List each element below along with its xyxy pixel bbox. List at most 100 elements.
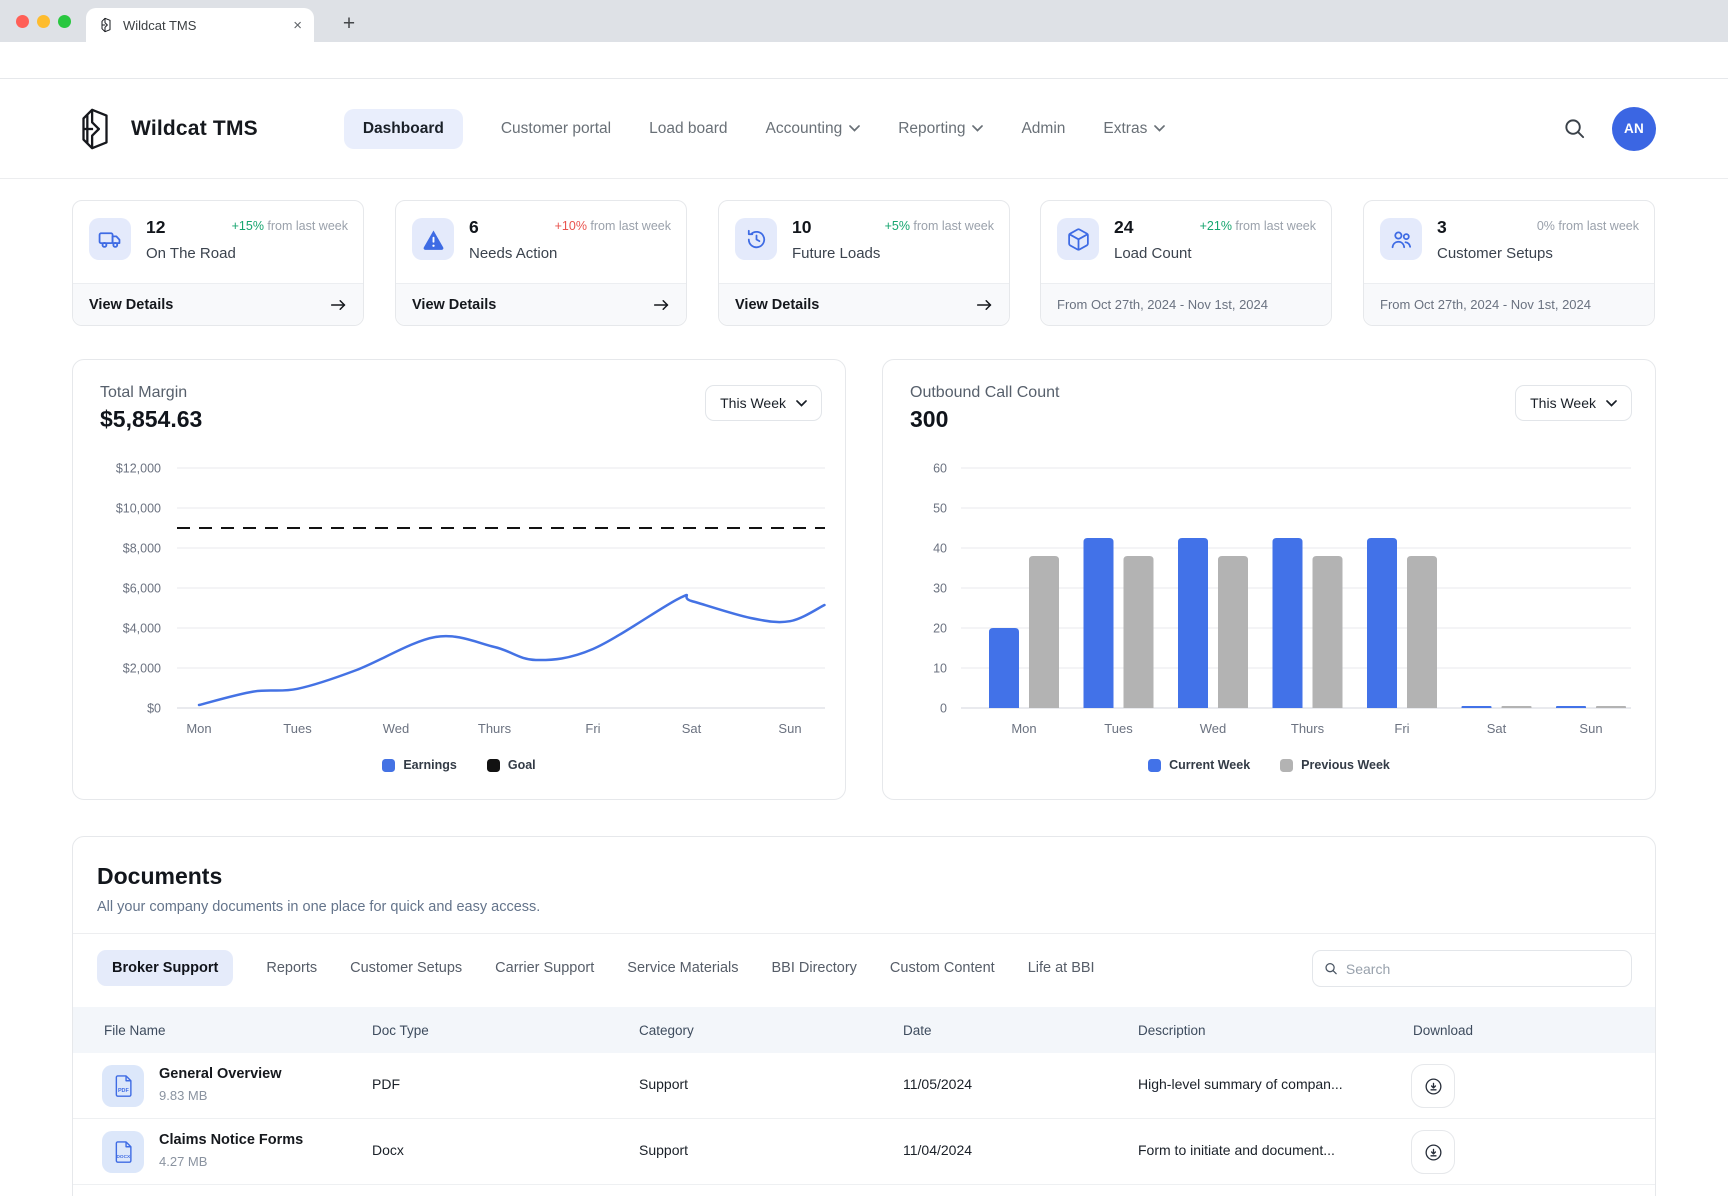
- stat-card-on-the-road: 12 +15% from last week On The Road View …: [72, 200, 364, 326]
- doc-category: Support: [639, 1142, 688, 1158]
- minimize-window-button[interactable]: [37, 15, 50, 28]
- nav-item-customer-portal[interactable]: Customer portal: [501, 120, 611, 138]
- svg-text:Tues: Tues: [283, 721, 312, 736]
- stat-delta: +5% from last week: [885, 219, 994, 233]
- download-button[interactable]: [1411, 1130, 1455, 1174]
- svg-text:DOCX: DOCX: [117, 1154, 131, 1160]
- documents-search[interactable]: [1312, 950, 1632, 987]
- stat-delta: +10% from last week: [555, 219, 671, 233]
- new-tab-button[interactable]: +: [334, 9, 364, 39]
- browser-toolbar: https:// www.WildcatTMS.com: [0, 42, 1728, 79]
- stat-delta: 0% from last week: [1537, 219, 1639, 233]
- stat-label: Customer Setups: [1437, 245, 1553, 262]
- legend-item: Goal: [487, 758, 536, 772]
- table-row[interactable]: PDF General Overview 9.83 MB PDF Support…: [73, 1053, 1655, 1119]
- arrow-right-icon: [330, 298, 347, 312]
- stat-value: 12: [146, 217, 165, 238]
- file-name: Claims Notice Forms: [159, 1132, 303, 1148]
- file-size: 9.83 MB: [159, 1088, 207, 1103]
- search-input[interactable]: [1346, 961, 1620, 977]
- svg-text:Fri: Fri: [585, 721, 600, 736]
- nav-item-accounting[interactable]: Accounting: [766, 120, 861, 138]
- tab-custom-content[interactable]: Custom Content: [890, 960, 995, 976]
- tab-reports[interactable]: Reports: [266, 960, 317, 976]
- nav-item-extras[interactable]: Extras: [1103, 120, 1165, 138]
- doc-date: 11/04/2024: [903, 1142, 972, 1158]
- stat-label: On The Road: [146, 245, 236, 262]
- tab-close-icon[interactable]: ×: [293, 17, 302, 34]
- svg-text:Fri: Fri: [1394, 721, 1409, 736]
- svg-text:Wed: Wed: [1200, 721, 1227, 736]
- brand: Wildcat TMS: [72, 106, 258, 152]
- chart-total: $5,854.63: [100, 406, 202, 433]
- tab-life-at-bbi[interactable]: Life at BBI: [1028, 960, 1095, 976]
- documents-section: Documents All your company documents in …: [72, 836, 1656, 1196]
- stat-footer-date: From Oct 27th, 2024 - Nov 1st, 2024: [1041, 283, 1331, 325]
- nav-item-dashboard[interactable]: Dashboard: [344, 109, 463, 149]
- browser-tabstrip: Wildcat TMS × +: [0, 0, 1728, 42]
- svg-text:$12,000: $12,000: [116, 462, 161, 476]
- svg-text:30: 30: [933, 582, 947, 596]
- chart-total: 300: [910, 406, 948, 433]
- browser-window: Wildcat TMS × + https:// www.WildcatTMS.…: [0, 0, 1728, 1196]
- search-icon[interactable]: [1563, 117, 1586, 140]
- doc-category: Support: [639, 1076, 688, 1092]
- outbound-call-count-chart: 0102030405060MonTuesWedThursFriSatSun: [883, 450, 1657, 750]
- chart-legend: Current WeekPrevious Week: [883, 758, 1655, 772]
- svg-text:$8,000: $8,000: [123, 542, 161, 556]
- truck-icon: [89, 218, 131, 260]
- tab-bbi-directory[interactable]: BBI Directory: [771, 960, 856, 976]
- main-nav: Dashboard Customer portal Load board Acc…: [344, 109, 1165, 149]
- avatar[interactable]: AN: [1612, 107, 1656, 151]
- nav-item-load-board[interactable]: Load board: [649, 120, 727, 138]
- stat-card-needs-action: 6 +10% from last week Needs Action View …: [395, 200, 687, 326]
- tab-service-materials[interactable]: Service Materials: [627, 960, 738, 976]
- app-header: Wildcat TMS Dashboard Customer portal Lo…: [0, 79, 1728, 179]
- download-icon: [1423, 1076, 1444, 1097]
- legend-swatch: [487, 759, 500, 772]
- stat-delta: +15% from last week: [232, 219, 348, 233]
- stat-value: 24: [1114, 217, 1133, 238]
- outbound-call-count-card: Outbound Call Count 300 This Week 010203…: [882, 359, 1656, 800]
- tab-customer-setups[interactable]: Customer Setups: [350, 960, 462, 976]
- stat-value: 6: [469, 217, 479, 238]
- zoom-window-button[interactable]: [58, 15, 71, 28]
- stat-delta: +21% from last week: [1200, 219, 1316, 233]
- svg-text:$10,000: $10,000: [116, 502, 161, 516]
- view-details-link[interactable]: View Details: [73, 283, 363, 325]
- divider: [73, 933, 1655, 934]
- chart-legend: EarningsGoal: [73, 758, 845, 772]
- svg-text:Mon: Mon: [186, 721, 211, 736]
- range-select[interactable]: This Week: [705, 385, 822, 421]
- documents-subtitle: All your company documents in one place …: [97, 899, 540, 915]
- view-details-link[interactable]: View Details: [719, 283, 1009, 325]
- warning-icon: [412, 218, 454, 260]
- stat-label: Needs Action: [469, 245, 557, 262]
- browser-tab[interactable]: Wildcat TMS ×: [86, 8, 314, 42]
- table-row-cutoff: [73, 1185, 1655, 1196]
- svg-text:Sat: Sat: [682, 721, 702, 736]
- svg-text:Wed: Wed: [383, 721, 410, 736]
- arrow-right-icon: [976, 298, 993, 312]
- nav-item-reporting[interactable]: Reporting: [898, 120, 983, 138]
- view-details-link[interactable]: View Details: [396, 283, 686, 325]
- table-row[interactable]: DOCX Claims Notice Forms 4.27 MB Docx Su…: [73, 1119, 1655, 1185]
- table-header: File Name Doc Type Category Date Descrip…: [73, 1007, 1655, 1053]
- svg-text:$2,000: $2,000: [123, 662, 161, 676]
- tab-carrier-support[interactable]: Carrier Support: [495, 960, 594, 976]
- doc-type: Docx: [372, 1142, 404, 1158]
- stat-card-future-loads: 10 +5% from last week Future Loads View …: [718, 200, 1010, 326]
- favicon: [98, 17, 114, 33]
- close-window-button[interactable]: [16, 15, 29, 28]
- doc-date: 11/05/2024: [903, 1076, 972, 1092]
- stat-value: 3: [1437, 217, 1447, 238]
- legend-swatch: [1148, 759, 1161, 772]
- brand-name: Wildcat TMS: [131, 117, 258, 141]
- doc-type: PDF: [372, 1076, 400, 1092]
- download-button[interactable]: [1411, 1064, 1455, 1108]
- range-select[interactable]: This Week: [1515, 385, 1632, 421]
- total-margin-chart: $0$2,000$4,000$6,000$8,000$10,000$12,000…: [73, 450, 847, 750]
- nav-item-admin[interactable]: Admin: [1021, 120, 1065, 138]
- tab-broker-support[interactable]: Broker Support: [97, 950, 233, 986]
- chevron-down-icon: [796, 400, 807, 407]
